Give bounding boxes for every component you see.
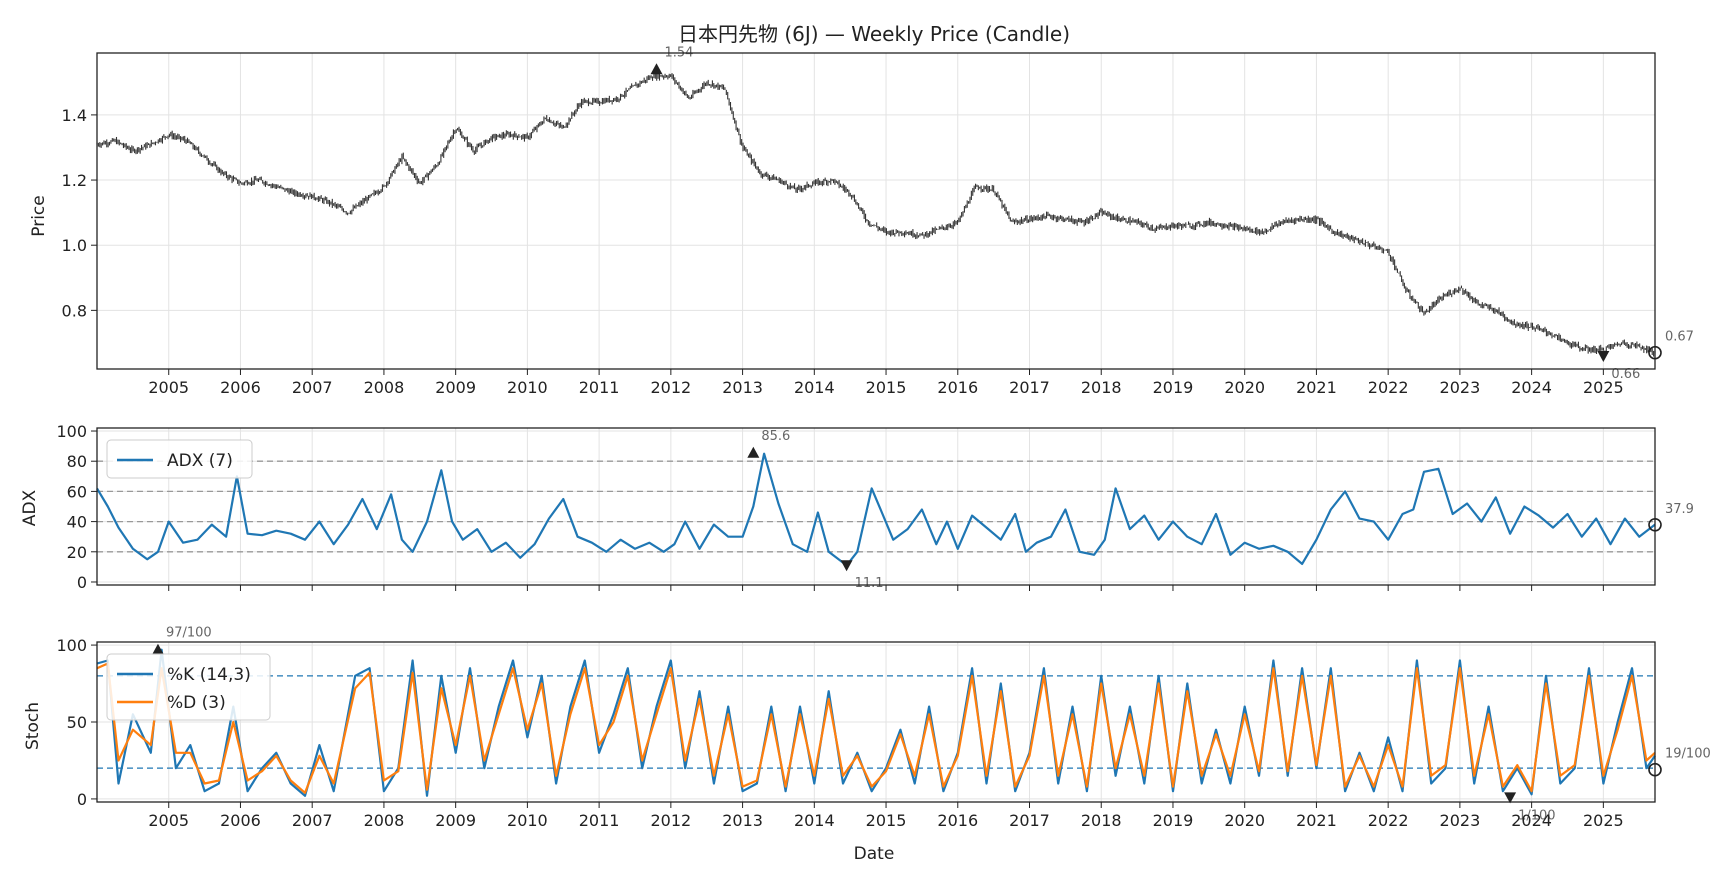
legend-box [106, 653, 271, 721]
plot-frame [96, 641, 1656, 803]
x-tick-label: 2009 [435, 378, 476, 397]
x-tick-label: 2018 [1081, 811, 1122, 830]
min-marker [840, 560, 853, 572]
series-line-0 [96, 452, 1656, 567]
legend-label: ADX (7) [167, 451, 233, 471]
x-tick-label: 2019 [1153, 811, 1194, 830]
y-tick-label: 20 [67, 543, 87, 562]
price-axis-label: Price [29, 195, 49, 236]
x-tick-label: 2017 [1009, 811, 1050, 830]
x-tick-label: 2007 [292, 811, 333, 830]
y-tick-label: 40 [67, 513, 87, 532]
y-tick-label: 1.2 [62, 171, 87, 190]
y-tick-label: 0 [77, 790, 87, 809]
x-tick-label: 2014 [794, 378, 835, 397]
y-tick-label: 1.0 [62, 236, 87, 255]
series-line-0 [96, 648, 1656, 797]
max-label: 85.6 [761, 429, 790, 444]
max-marker [151, 643, 164, 655]
x-tick-label: 2009 [435, 811, 476, 830]
x-tick-label: 2025 [1583, 378, 1624, 397]
max-label: 97/100 [166, 626, 212, 641]
y-tick-label: 50 [67, 713, 87, 732]
x-tick-label: 2015 [866, 811, 907, 830]
x-tick-label: 2012 [650, 378, 691, 397]
x-tick-label: 2006 [220, 378, 261, 397]
x-tick-label: 2022 [1368, 811, 1409, 830]
y-tick-label: 60 [67, 482, 87, 501]
x-tick-label: 2021 [1296, 378, 1337, 397]
y-tick-label: 1.4 [62, 106, 87, 125]
max-marker [747, 446, 760, 458]
plot-frame [96, 427, 1656, 586]
x-tick-label: 2018 [1081, 378, 1122, 397]
x-tick-label: 2021 [1296, 811, 1337, 830]
legend-label: %D (3) [167, 693, 226, 713]
x-tick-label: 2006 [220, 811, 261, 830]
x-tick-label: 2025 [1583, 811, 1624, 830]
y-tick-label: 80 [67, 452, 87, 471]
x-tick-label: 2010 [507, 378, 548, 397]
x-tick-label: 2016 [937, 811, 978, 830]
legend-label: %K (14,3) [167, 665, 251, 685]
max-marker [650, 63, 663, 75]
x-tick-label: 2019 [1153, 378, 1194, 397]
x-tick-label: 2013 [722, 811, 763, 830]
x-tick-label: 2013 [722, 378, 763, 397]
adx-axis-label: ADX [20, 489, 40, 526]
adx-panel: 0 20 40 60 80 100 85.6 11.1 37.9 ADX (7) [56, 422, 1694, 592]
x-tick-label: 2023 [1440, 378, 1481, 397]
x-tick-label: 2010 [507, 811, 548, 830]
x-tick-label: 2022 [1368, 378, 1409, 397]
x-tick-label: 2024 [1511, 811, 1552, 830]
min-label: 1/100 [1518, 808, 1555, 823]
y-tick-label: 0.8 [62, 301, 87, 320]
legend-box [106, 439, 253, 479]
y-tick-label: 0 [77, 573, 87, 592]
x-tick-label: 2011 [579, 811, 620, 830]
x-tick-label: 2008 [364, 811, 405, 830]
last-label: 19/100 [1665, 747, 1711, 762]
x-tick-label: 2020 [1224, 811, 1265, 830]
series-line-1 [96, 662, 1656, 794]
min-label: 11.1 [855, 576, 884, 591]
min-label: 0.66 [1611, 367, 1640, 382]
stoch-axis-label: Stoch [23, 702, 43, 750]
x-tick-label: 2016 [937, 378, 978, 397]
y-tick-label: 100 [56, 422, 87, 441]
last-label: 0.67 [1665, 330, 1694, 345]
x-tick-label: 2023 [1440, 811, 1481, 830]
x-tick-label: 2014 [794, 811, 835, 830]
x-tick-label: 2005 [148, 378, 189, 397]
min-marker [1597, 350, 1610, 362]
y-tick-label: 100 [56, 636, 87, 655]
chart-title: 日本円先物 (6J) — Weekly Price (Candle) [678, 22, 1070, 46]
x-tick-label: 2011 [579, 378, 620, 397]
date-axis-label: Date [854, 844, 895, 864]
plot-frame [96, 52, 1656, 370]
x-tick-label: 2020 [1224, 378, 1265, 397]
x-tick-label: 2005 [148, 811, 189, 830]
min-marker [1504, 792, 1517, 804]
x-tick-label: 2008 [364, 378, 405, 397]
last-label: 37.9 [1665, 502, 1694, 517]
x-tick-label: 2024 [1511, 378, 1552, 397]
x-tick-label: 2012 [650, 811, 691, 830]
x-tick-label: 2015 [866, 378, 907, 397]
x-tick-label: 2007 [292, 378, 333, 397]
stoch-panel: 0 50 100 97/100 1/100 19/100 2005 2006 2007 2008 2… [56, 626, 1710, 830]
x-tick-label: 2017 [1009, 378, 1050, 397]
